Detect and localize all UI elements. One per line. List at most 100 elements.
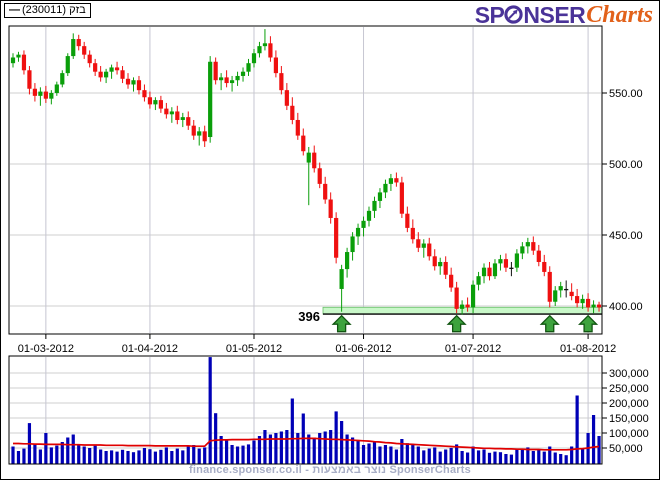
volume-bar xyxy=(290,398,294,464)
logo-text-sp: SP xyxy=(474,1,505,28)
volume-bar xyxy=(38,449,42,464)
date-axis-label: 01-03-2012 xyxy=(18,343,74,355)
volume-bar xyxy=(465,452,470,464)
volume-bar xyxy=(356,440,360,464)
volume-bar xyxy=(22,448,26,464)
volume-bar xyxy=(11,446,15,464)
volume-bar xyxy=(597,436,601,464)
volume-pane xyxy=(8,355,603,465)
volume-bar xyxy=(438,451,442,464)
volume-bar xyxy=(515,448,519,464)
volume-bar xyxy=(564,455,568,464)
volume-bar xyxy=(504,454,508,464)
volume-bar xyxy=(186,446,190,464)
volume-bar xyxy=(553,452,557,464)
volume-bar xyxy=(378,446,382,464)
volume-ma xyxy=(13,437,600,451)
volume-bar xyxy=(427,448,431,464)
volume-bar xyxy=(77,445,81,464)
volume-bar xyxy=(334,411,338,464)
axis-labels: 550.00 500.00 450.00 400.00 300,000 250,000 20… xyxy=(18,88,649,455)
volume-bar xyxy=(137,450,141,464)
volume-bar xyxy=(115,451,119,464)
volume-bar xyxy=(367,443,371,464)
volume-bar xyxy=(422,450,426,464)
date-axis-label: 01-06-2012 xyxy=(335,343,391,355)
gridlines xyxy=(10,27,601,463)
volume-bar xyxy=(235,446,240,464)
volume-bar xyxy=(476,450,481,464)
volume-bar xyxy=(285,430,289,464)
volume-bar xyxy=(203,447,207,464)
volume-bar xyxy=(509,454,514,464)
price-axis-label: 500.00 xyxy=(609,159,643,171)
volume-bar xyxy=(548,446,552,464)
volume-bar xyxy=(482,449,486,464)
volume-bar xyxy=(591,415,596,464)
volume-bar xyxy=(312,437,316,464)
volume-bar xyxy=(225,440,229,464)
volume-bar xyxy=(449,448,453,464)
volume-bar xyxy=(246,444,251,464)
date-axis-label: 01-07-2012 xyxy=(445,343,501,355)
volume-bar xyxy=(531,451,535,464)
price-axis-label: 450.00 xyxy=(609,230,643,242)
price-axis-label: 550.00 xyxy=(609,88,643,100)
date-axis-label: 01-08-2012 xyxy=(560,343,616,355)
trend-arrow-circle-icon xyxy=(503,3,524,30)
volume-bar xyxy=(520,449,524,464)
logo-text-nser: NSER xyxy=(523,1,586,28)
series-legend: — (230011) בזק xyxy=(4,3,91,18)
support-label: 396 xyxy=(298,309,320,324)
volume-axis-label: 250,000 xyxy=(609,383,649,395)
volume-bar xyxy=(526,447,530,464)
volume-bar xyxy=(487,452,492,464)
volume-bar xyxy=(323,431,327,464)
volume-bar xyxy=(104,451,108,464)
volume-bar xyxy=(383,445,388,464)
volume-bar xyxy=(192,445,196,464)
candles xyxy=(10,29,602,315)
volume-axis-label: 300,000 xyxy=(609,368,649,380)
volume-bar xyxy=(372,442,377,464)
volume-bar xyxy=(559,454,563,464)
footer-credit: finance.sponser.co.il - נוצר באמצעות Spo… xyxy=(189,464,471,476)
volume-bar xyxy=(170,451,174,464)
volume-bar xyxy=(16,451,21,464)
volume-bar xyxy=(230,445,234,464)
volume-bar xyxy=(296,433,300,464)
volume-bar xyxy=(197,448,201,464)
volume-bar xyxy=(318,433,322,464)
volume-bar xyxy=(498,452,503,464)
volume-bar xyxy=(49,447,53,464)
volume-bar xyxy=(142,448,147,464)
buy-signal-arrows xyxy=(331,314,599,333)
volume-bar xyxy=(93,445,97,464)
volume-bar xyxy=(307,434,311,464)
volume-bar xyxy=(471,446,475,464)
volume-axis-label: 100,000 xyxy=(609,428,649,440)
volume-bar xyxy=(148,449,152,464)
pane-borders xyxy=(8,25,603,465)
volume-bar xyxy=(109,450,114,464)
volume-bar xyxy=(340,421,344,464)
volume-bar xyxy=(71,434,75,464)
volume-bar xyxy=(350,437,355,464)
volume-bar xyxy=(394,449,398,464)
volume-bar xyxy=(55,445,59,464)
volume-bar xyxy=(433,447,437,464)
volume-bar xyxy=(120,449,125,464)
legend-label: (230011) בזק xyxy=(22,4,86,16)
volume-bar xyxy=(345,434,349,464)
up-arrow-icon xyxy=(539,314,560,333)
volume-bar xyxy=(181,450,185,464)
volume-bar xyxy=(411,445,415,464)
legend-line-icon: — xyxy=(9,4,20,16)
volume-bar xyxy=(99,449,103,464)
volume-bar xyxy=(153,451,158,464)
date-axis-label: 01-05-2012 xyxy=(226,343,282,355)
volume-bar xyxy=(537,449,541,464)
volume-bar xyxy=(575,395,579,464)
